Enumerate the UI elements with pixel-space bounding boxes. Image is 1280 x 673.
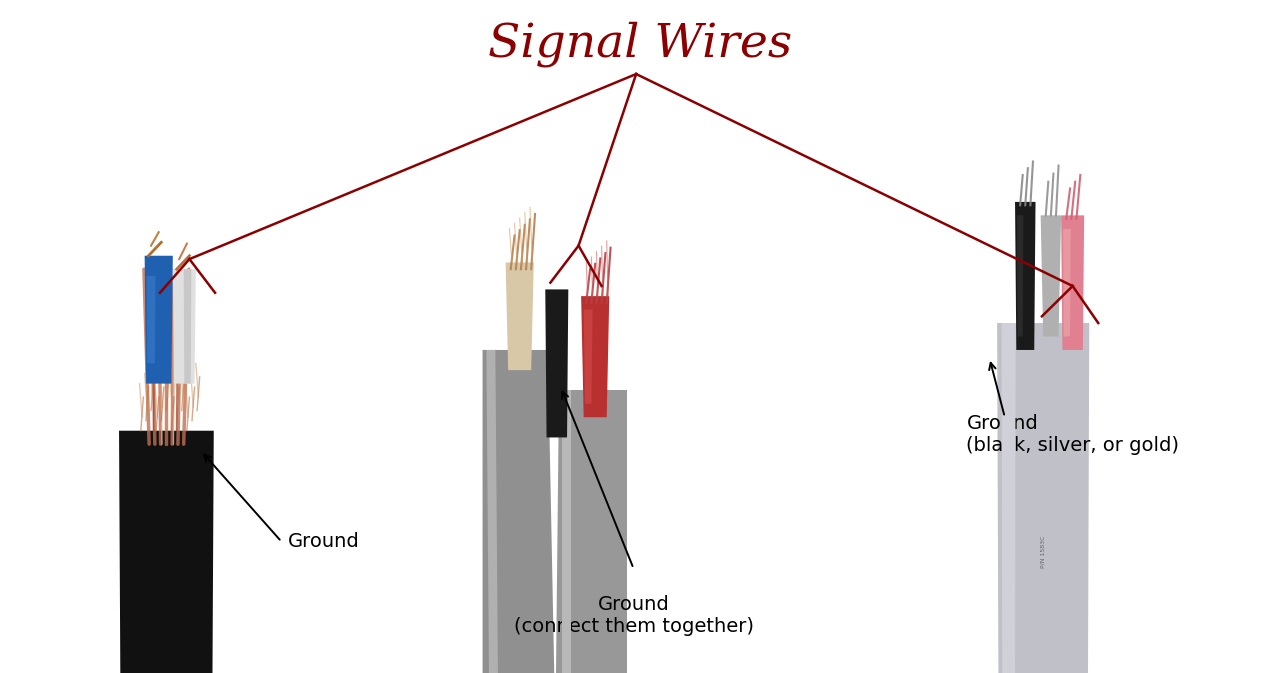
Polygon shape xyxy=(184,269,192,384)
Text: Ground
(black, silver, or gold): Ground (black, silver, or gold) xyxy=(966,414,1179,454)
Polygon shape xyxy=(146,276,156,363)
Text: Ground: Ground xyxy=(288,532,360,551)
Polygon shape xyxy=(581,296,609,417)
Polygon shape xyxy=(119,431,214,673)
Text: Ground
(connect them together): Ground (connect them together) xyxy=(513,596,754,636)
Polygon shape xyxy=(173,269,196,384)
Polygon shape xyxy=(1001,323,1015,673)
Polygon shape xyxy=(545,289,568,437)
Polygon shape xyxy=(562,390,571,673)
Polygon shape xyxy=(145,256,173,384)
Polygon shape xyxy=(584,310,593,404)
Polygon shape xyxy=(1062,229,1070,336)
Text: Signal Wires: Signal Wires xyxy=(488,21,792,67)
Polygon shape xyxy=(483,350,554,673)
Polygon shape xyxy=(997,323,1089,673)
Polygon shape xyxy=(556,390,627,673)
Polygon shape xyxy=(1041,215,1061,336)
Polygon shape xyxy=(506,262,534,370)
Polygon shape xyxy=(1018,215,1024,336)
Polygon shape xyxy=(1061,215,1084,350)
Text: P/N 1583C: P/N 1583C xyxy=(1041,536,1046,568)
Polygon shape xyxy=(486,350,498,673)
Polygon shape xyxy=(1015,202,1036,350)
